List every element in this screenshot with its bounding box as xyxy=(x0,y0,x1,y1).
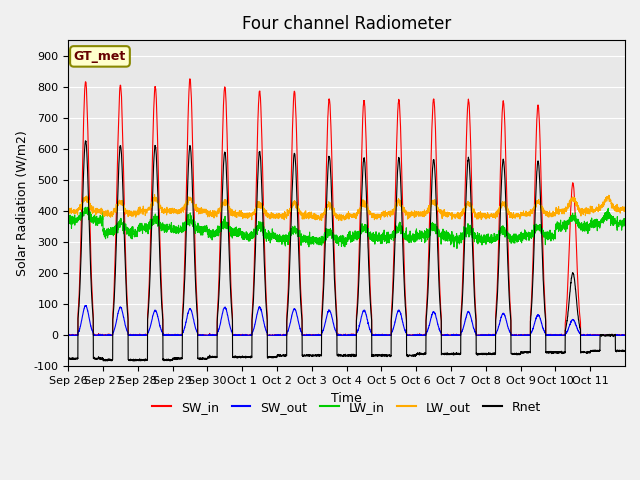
LW_in xyxy=(476,238,484,243)
LW_out xyxy=(500,199,508,205)
Line: LW_out: LW_out xyxy=(68,194,625,221)
Rnet xyxy=(476,351,484,357)
SW_in xyxy=(476,332,484,338)
LW_out xyxy=(161,209,168,215)
Title: Four channel Radiometer: Four channel Radiometer xyxy=(242,15,451,33)
LW_out xyxy=(151,192,159,197)
LW_in xyxy=(492,238,500,244)
Line: Rnet: Rnet xyxy=(68,141,625,361)
SW_out xyxy=(425,325,433,331)
LW_out xyxy=(436,208,444,214)
SW_out xyxy=(161,332,168,338)
SW_out xyxy=(476,332,484,338)
LW_out xyxy=(476,212,484,218)
LW_out xyxy=(425,207,433,213)
Rnet xyxy=(65,356,72,361)
Rnet xyxy=(82,138,90,144)
Line: SW_in: SW_in xyxy=(68,79,625,335)
SW_in xyxy=(65,332,72,338)
LW_in xyxy=(82,204,90,210)
SW_in xyxy=(65,332,72,338)
LW_out xyxy=(65,208,72,214)
LW_in xyxy=(453,246,461,252)
LW_in xyxy=(436,232,444,238)
Rnet xyxy=(161,358,168,363)
LW_in xyxy=(500,227,508,232)
LW_in xyxy=(161,223,168,229)
LW_out xyxy=(621,207,629,213)
SW_out xyxy=(81,302,89,308)
Line: LW_in: LW_in xyxy=(68,207,625,249)
Y-axis label: Solar Radiation (W/m2): Solar Radiation (W/m2) xyxy=(15,131,28,276)
Rnet xyxy=(500,168,508,174)
SW_in xyxy=(186,76,194,82)
SW_in xyxy=(425,252,433,258)
SW_out xyxy=(65,332,72,338)
SW_out xyxy=(621,332,629,338)
X-axis label: Time: Time xyxy=(332,392,362,405)
Rnet xyxy=(436,298,444,303)
LW_in xyxy=(621,223,629,229)
SW_in xyxy=(500,113,508,119)
SW_out xyxy=(436,327,444,333)
Rnet xyxy=(621,348,629,354)
Text: GT_met: GT_met xyxy=(74,50,126,63)
SW_in xyxy=(492,305,500,311)
LW_in xyxy=(425,230,433,236)
SW_out xyxy=(65,332,72,338)
SW_in xyxy=(621,332,629,338)
LW_out xyxy=(338,218,346,224)
SW_out xyxy=(500,312,508,318)
LW_in xyxy=(65,219,72,225)
Legend: SW_in, SW_out, LW_in, LW_out, Rnet: SW_in, SW_out, LW_in, LW_out, Rnet xyxy=(147,396,546,419)
Rnet xyxy=(130,358,138,364)
Line: SW_out: SW_out xyxy=(68,305,625,335)
SW_in xyxy=(161,332,168,338)
Rnet xyxy=(492,312,500,317)
Rnet xyxy=(425,273,433,279)
SW_out xyxy=(492,330,500,336)
LW_out xyxy=(492,214,500,220)
SW_in xyxy=(436,286,444,291)
